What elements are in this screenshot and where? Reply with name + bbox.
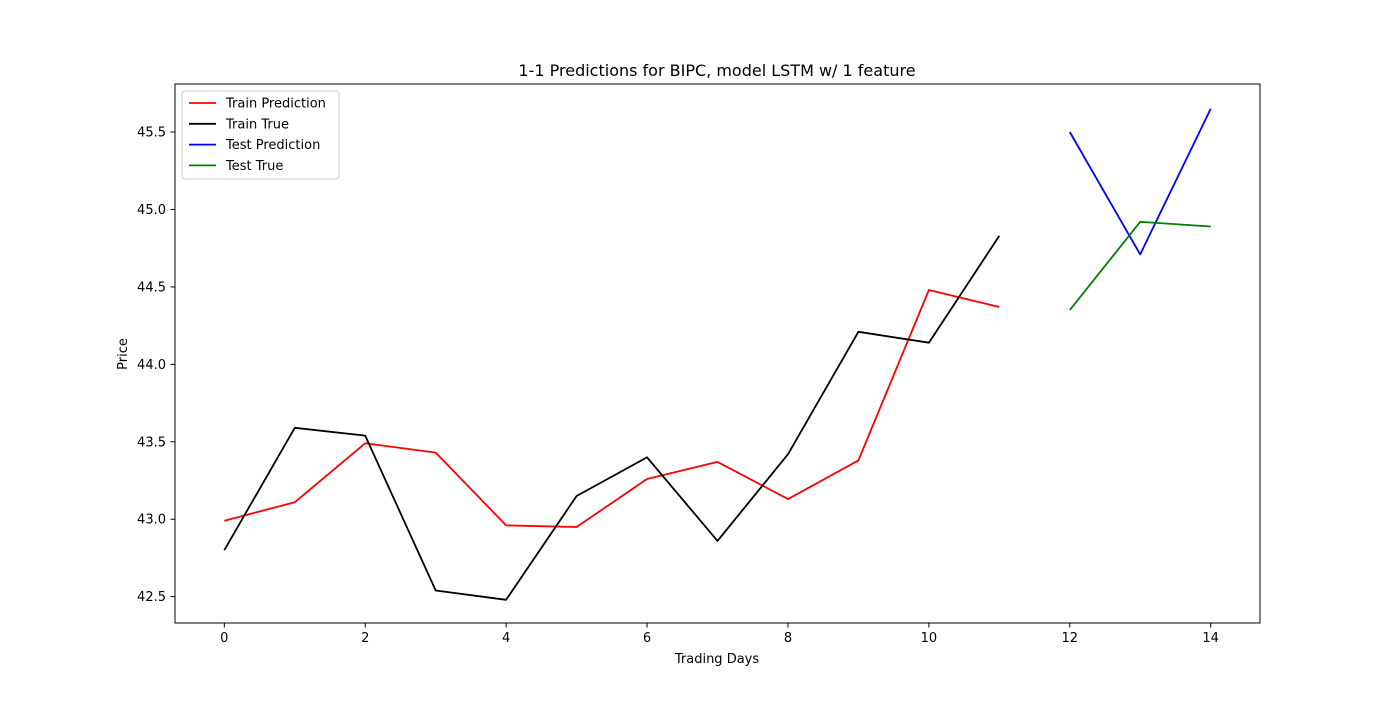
x-axis: 0 2 4 6 8 10 12 14 xyxy=(220,623,1219,646)
x-tick-label: 12 xyxy=(1061,631,1078,646)
series-layer xyxy=(223,108,1212,601)
y-tick-label: 45.5 xyxy=(137,126,166,141)
y-tick-label: 45.0 xyxy=(137,203,166,218)
x-axis-label: Trading Days xyxy=(674,652,759,667)
series-line-3 xyxy=(1069,220,1211,311)
legend-label-1: Train True xyxy=(225,117,289,132)
y-tick-label: 44.5 xyxy=(137,280,166,295)
chart-title: 1-1 Predictions for BIPC, model LSTM w/ … xyxy=(518,61,915,80)
legend: Train Prediction Train True Test Predictio… xyxy=(181,90,340,180)
y-tick-label: 42.5 xyxy=(137,590,166,605)
legend-box xyxy=(181,90,340,180)
x-tick-label: 6 xyxy=(643,631,651,646)
y-axis: 42.5 43.0 43.5 44.0 44.5 45.0 45.5 xyxy=(137,126,175,605)
legend-label-0: Train Prediction xyxy=(225,97,326,112)
x-tick-label: 14 xyxy=(1202,631,1219,646)
y-tick-label: 43.5 xyxy=(137,435,166,450)
y-tick-label: 43.0 xyxy=(137,513,166,528)
series-line-0 xyxy=(224,289,1000,528)
legend-label-2: Test Prediction xyxy=(225,138,320,153)
series-line-1 xyxy=(223,235,1001,601)
x-tick-label: 8 xyxy=(784,631,792,646)
y-tick-label: 44.0 xyxy=(137,358,166,373)
plot-frame xyxy=(174,83,1261,624)
x-tick-label: 0 xyxy=(220,631,228,646)
series-line-2 xyxy=(1069,108,1212,256)
x-tick-label: 2 xyxy=(361,631,369,646)
legend-label-3: Test True xyxy=(225,159,283,174)
y-axis-label: Price xyxy=(116,338,131,370)
x-tick-label: 10 xyxy=(921,631,938,646)
x-tick-label: 4 xyxy=(502,631,510,646)
